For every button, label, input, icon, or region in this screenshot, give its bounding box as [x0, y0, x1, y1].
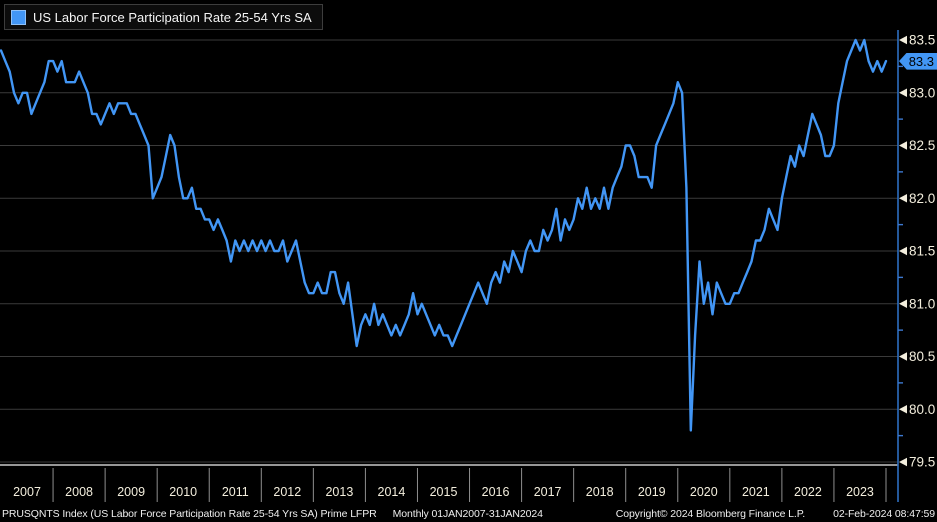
y-axis-tick-label: 83.0	[909, 85, 935, 100]
x-axis-year-label: 2018	[586, 485, 614, 499]
x-axis-year-label: 2016	[482, 485, 510, 499]
copyright-text: Copyright© 2024 Bloomberg Finance L.P.	[615, 507, 806, 520]
x-axis-year-label: 2019	[638, 485, 666, 499]
y-axis-tick-label: 83.5	[909, 33, 935, 48]
y-axis-tick-label: 80.0	[909, 402, 935, 417]
x-axis-year-label: 2011	[222, 485, 249, 499]
y-axis-tick-arrow-icon	[899, 352, 907, 361]
x-axis-year-label: 2020	[690, 485, 718, 499]
y-axis-tick-label: 82.5	[909, 138, 935, 153]
x-axis-year-label: 2010	[169, 485, 197, 499]
legend-label: US Labor Force Participation Rate 25-54 …	[33, 9, 312, 25]
y-axis-tick-arrow-icon	[899, 405, 907, 414]
y-axis-tick-label: 81.0	[909, 296, 935, 311]
x-axis-year-label: 2015	[430, 485, 458, 499]
frequency-range: Monthly 01JAN2007-31JAN2024	[392, 507, 543, 520]
x-axis-year-label: 2007	[13, 485, 41, 499]
y-axis-tick-arrow-icon	[899, 88, 907, 97]
y-axis-tick-arrow-icon	[899, 246, 907, 256]
x-axis-year-label: 2008	[65, 485, 93, 499]
x-axis-year-label: 2012	[273, 485, 301, 499]
x-axis-year-label: 2021	[742, 485, 770, 499]
y-axis-tick-arrow-icon	[899, 194, 907, 203]
x-axis-year-label: 2017	[534, 485, 562, 499]
x-axis-year-label: 2014	[378, 485, 406, 499]
y-axis-tick-label: 82.0	[909, 191, 935, 206]
y-axis-tick-label: 79.5	[909, 455, 935, 470]
y-axis-tick-label: 80.5	[909, 349, 935, 364]
legend[interactable]: US Labor Force Participation Rate 25-54 …	[4, 4, 323, 30]
instrument-description: PRUSQNTS Index (US Labor Force Participa…	[2, 507, 377, 520]
timestamp: 02-Feb-2024 08:47:59	[833, 507, 935, 520]
y-axis-tick-arrow-icon	[899, 141, 907, 150]
x-axis-year-label: 2013	[325, 485, 353, 499]
y-axis-tick-arrow-icon	[899, 35, 907, 45]
x-axis-year-label: 2023	[846, 485, 874, 499]
y-axis-tick-arrow-icon	[899, 457, 907, 467]
x-axis-year-label: 2022	[794, 485, 822, 499]
series-line	[0, 38, 888, 432]
y-axis-tick-label: 81.5	[909, 244, 935, 259]
last-price-badge: 83.3	[899, 52, 937, 70]
y-axis-tick-arrow-icon	[899, 299, 907, 308]
status-bar: PRUSQNTS Index (US Labor Force Participa…	[0, 505, 937, 522]
series-swatch-icon	[11, 9, 26, 25]
x-axis-year-label: 2009	[117, 485, 145, 499]
